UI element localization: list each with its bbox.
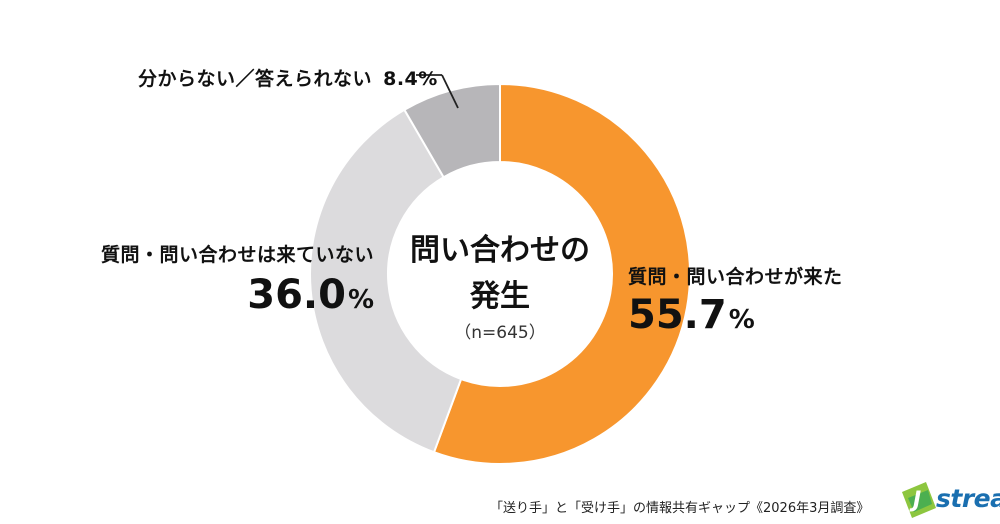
sample-size: （n=645） <box>454 323 546 343</box>
leader-line <box>441 74 459 109</box>
slice-unknown <box>403 82 501 179</box>
slice-came <box>432 82 691 465</box>
slice-name: 質問・問い合わせは来ていない <box>100 244 374 266</box>
slice-name: 分からない／答えられない <box>138 68 373 90</box>
jstream-logo-icon <box>902 482 936 518</box>
slice-label-came: 質問・問い合わせが来た 55.7% <box>628 262 843 335</box>
jstream-logo: J stream <box>896 478 1000 520</box>
slice-not-came <box>309 108 463 454</box>
slice-label-not-came: 質問・問い合わせは来ていない 36.0% <box>101 240 374 315</box>
slice-label-unknown: 分からない／答えられない 8.4% <box>138 64 438 91</box>
donut-slices <box>309 82 691 465</box>
center-title-line1: 問い合わせの <box>410 233 590 268</box>
logo-word: stream <box>936 484 1000 513</box>
slice-value: 8.4% <box>383 68 438 90</box>
slice-unit: % <box>728 305 755 335</box>
slice-unit: % <box>347 285 374 315</box>
center-title: 問い合わせの 発生 <box>350 228 650 320</box>
center-title-line2: 発生 <box>470 279 530 314</box>
logo-letter: J <box>913 488 922 513</box>
slice-value: 55.7 <box>628 292 727 338</box>
source-note: 「送り手」と「受け手」の情報共有ギャップ《2026年3月調査》 <box>490 501 870 516</box>
slice-value: 36.0 <box>247 272 346 318</box>
slice-name: 質問・問い合わせが来た <box>628 266 843 288</box>
